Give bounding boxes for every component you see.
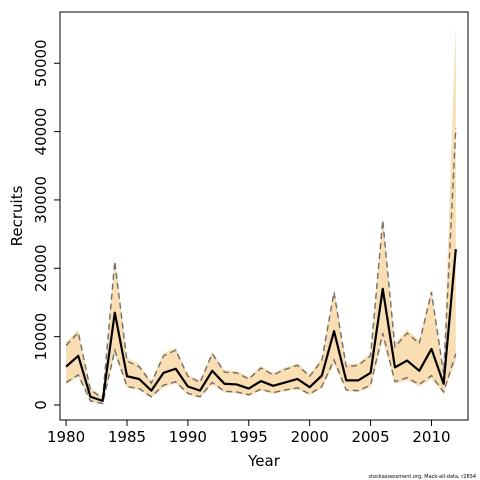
x-tick-label: 2010 <box>412 428 450 446</box>
y-axis: 0 10000 20000 30000 40000 50000 <box>32 39 60 410</box>
plot-frame <box>59 11 469 421</box>
series-line-upper-bound <box>65 128 457 400</box>
y-tick-label: 20000 <box>32 244 50 292</box>
x-tick-label: 2005 <box>351 428 389 446</box>
series-line-lower-bound <box>65 333 457 405</box>
y-tick-label: 0 <box>32 400 50 410</box>
x-tick-label: 2000 <box>291 428 329 446</box>
y-tick-label: 40000 <box>32 108 50 156</box>
footer-caption: stockassessment.org, Mack-all-data, r283… <box>369 474 476 480</box>
x-tick-label: 1980 <box>47 428 85 446</box>
y-tick-label: 50000 <box>32 39 50 87</box>
x-tick-label: 1990 <box>169 428 207 446</box>
x-axis-title: Year <box>247 452 281 470</box>
series-line-median <box>65 249 457 402</box>
y-tick-label: 30000 <box>32 176 50 224</box>
x-tick-label: 1985 <box>108 428 146 446</box>
confidence-band <box>66 23 456 405</box>
plot-area <box>65 23 457 405</box>
x-tick-label: 1995 <box>230 428 268 446</box>
y-axis-title: Recruits <box>8 185 26 246</box>
y-tick-label: 10000 <box>32 313 50 361</box>
x-axis: 1980 1985 1990 1995 2000 2005 2010 <box>47 420 451 446</box>
